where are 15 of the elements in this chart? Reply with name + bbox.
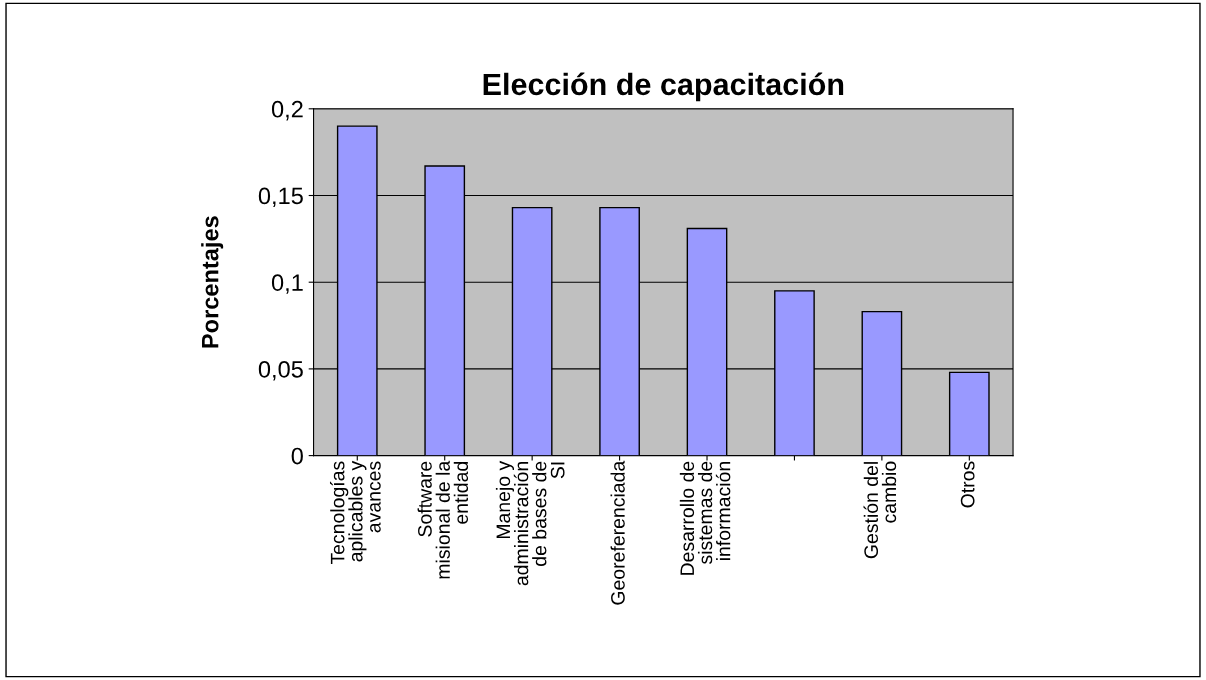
y-tick-label: 0,05 (258, 360, 303, 381)
x-tick-label: Gestión del cambio (863, 461, 897, 559)
x-tick-label: Georeferenciada (610, 460, 625, 605)
x-tick-label: Desarrollo de sistemas de información (679, 461, 731, 575)
x-tick-label: Software misional de la entidad (417, 460, 469, 579)
x-tick-label: Tecnologías aplicables y avances (329, 460, 381, 565)
y-tick-label: 0,15 (258, 187, 303, 208)
x-tick-label: Otros (960, 461, 975, 508)
x-tick-label: Manejo y administración de bases de SI (495, 460, 565, 586)
y-tick-label: 0,2 (271, 100, 303, 121)
y-tick-label: 0 (291, 447, 303, 465)
bar (948, 371, 990, 456)
y-axis-title: Porcentajes (201, 216, 224, 348)
chart-title: Elección de capacitación (483, 72, 844, 102)
y-tick-label: 0,1 (271, 274, 303, 294)
